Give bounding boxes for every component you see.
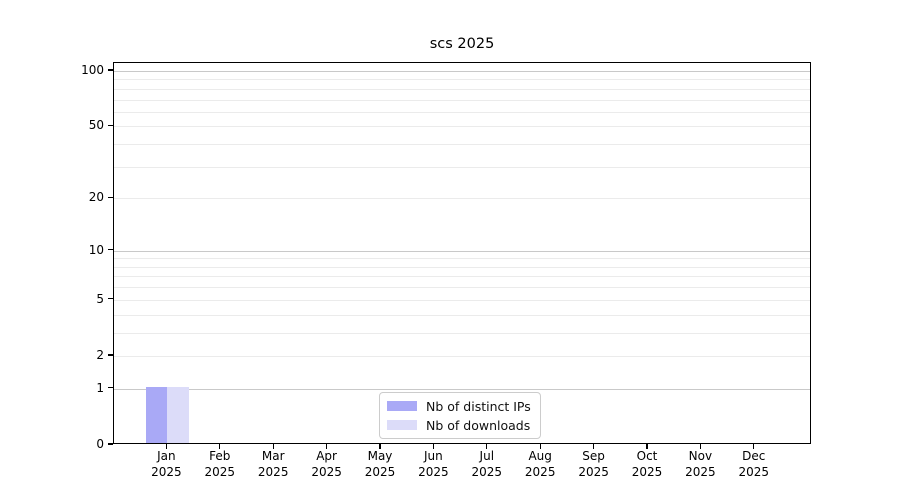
chart-title: scs 2025 xyxy=(429,36,495,52)
y-tick-label: 10 xyxy=(88,242,104,257)
gridline-minor xyxy=(114,287,810,289)
x-tick-label: Mar 2025 xyxy=(257,449,289,479)
legend-swatch-distinct-ips xyxy=(387,401,417,411)
x-tick-label: Jul 2025 xyxy=(471,449,503,479)
legend-label: Nb of distinct IPs xyxy=(426,398,531,414)
y-tick-mark xyxy=(108,124,113,126)
x-tick-mark xyxy=(539,444,541,449)
x-tick-mark xyxy=(432,444,434,449)
y-tick-label: 2 xyxy=(96,347,104,362)
gridline-minor xyxy=(114,198,810,200)
x-tick-label: Dec 2025 xyxy=(738,449,770,479)
x-tick-mark xyxy=(646,444,648,449)
gridline-minor xyxy=(114,166,810,168)
x-tick-mark xyxy=(699,444,701,449)
x-tick-mark xyxy=(593,444,595,449)
gridline-minor xyxy=(114,126,810,128)
legend-item: Nb of downloads xyxy=(387,417,531,433)
y-tick-mark xyxy=(108,387,113,389)
x-tick-label: Apr 2025 xyxy=(311,449,342,479)
x-tick-mark xyxy=(379,444,381,449)
y-tick-label: 100 xyxy=(81,62,104,77)
legend: Nb of distinct IPs Nb of downloads xyxy=(379,392,541,439)
x-tick-label: May 2025 xyxy=(364,449,396,479)
x-tick-label: Jan 2025 xyxy=(151,449,182,479)
bar-nb-of-downloads xyxy=(167,386,189,443)
x-tick-mark xyxy=(219,444,221,449)
legend-swatch-downloads xyxy=(387,420,417,430)
gridline-minor xyxy=(114,79,810,81)
gridline-major xyxy=(114,250,810,252)
y-tick-label: 5 xyxy=(96,291,104,306)
gridline-major xyxy=(114,70,810,72)
x-tick-mark xyxy=(753,444,755,449)
gridline-minor xyxy=(114,258,810,260)
gridline-minor xyxy=(114,111,810,113)
bar-nb-of-distinct-ips xyxy=(146,386,168,443)
gridline-minor xyxy=(114,99,810,101)
x-tick-label: Aug 2025 xyxy=(524,449,556,479)
y-tick-mark xyxy=(108,69,113,71)
gridline-minor xyxy=(114,355,810,357)
gridline-minor xyxy=(114,88,810,90)
y-tick-label: 50 xyxy=(88,118,104,133)
gridline-minor xyxy=(114,276,810,278)
legend-label: Nb of downloads xyxy=(426,417,531,433)
gridline-minor xyxy=(114,314,810,316)
y-tick-mark xyxy=(108,354,113,356)
y-tick-label: 20 xyxy=(88,190,104,205)
plot-area xyxy=(113,62,811,444)
x-tick-label: Jun 2025 xyxy=(418,449,449,479)
y-tick-mark xyxy=(108,249,113,251)
x-tick-label: Feb 2025 xyxy=(204,449,236,479)
x-tick-mark xyxy=(326,444,328,449)
gridline-minor xyxy=(114,332,810,334)
y-tick-label: 0 xyxy=(96,437,104,451)
x-tick-mark xyxy=(486,444,488,449)
gridline-minor xyxy=(114,144,810,146)
gridline-minor xyxy=(114,299,810,301)
x-tick-label: Oct 2025 xyxy=(631,449,663,479)
y-tick-label: 1 xyxy=(96,380,104,395)
y-tick-mark xyxy=(108,443,113,445)
x-tick-mark xyxy=(165,444,167,449)
x-tick-mark xyxy=(272,444,274,449)
legend-item: Nb of distinct IPs xyxy=(387,398,531,414)
gridline-major xyxy=(114,388,810,390)
x-tick-label: Sep 2025 xyxy=(578,449,609,479)
gridline-minor xyxy=(114,266,810,268)
y-tick-mark xyxy=(108,298,113,300)
y-tick-mark xyxy=(108,196,113,198)
x-tick-label: Nov 2025 xyxy=(685,449,716,479)
